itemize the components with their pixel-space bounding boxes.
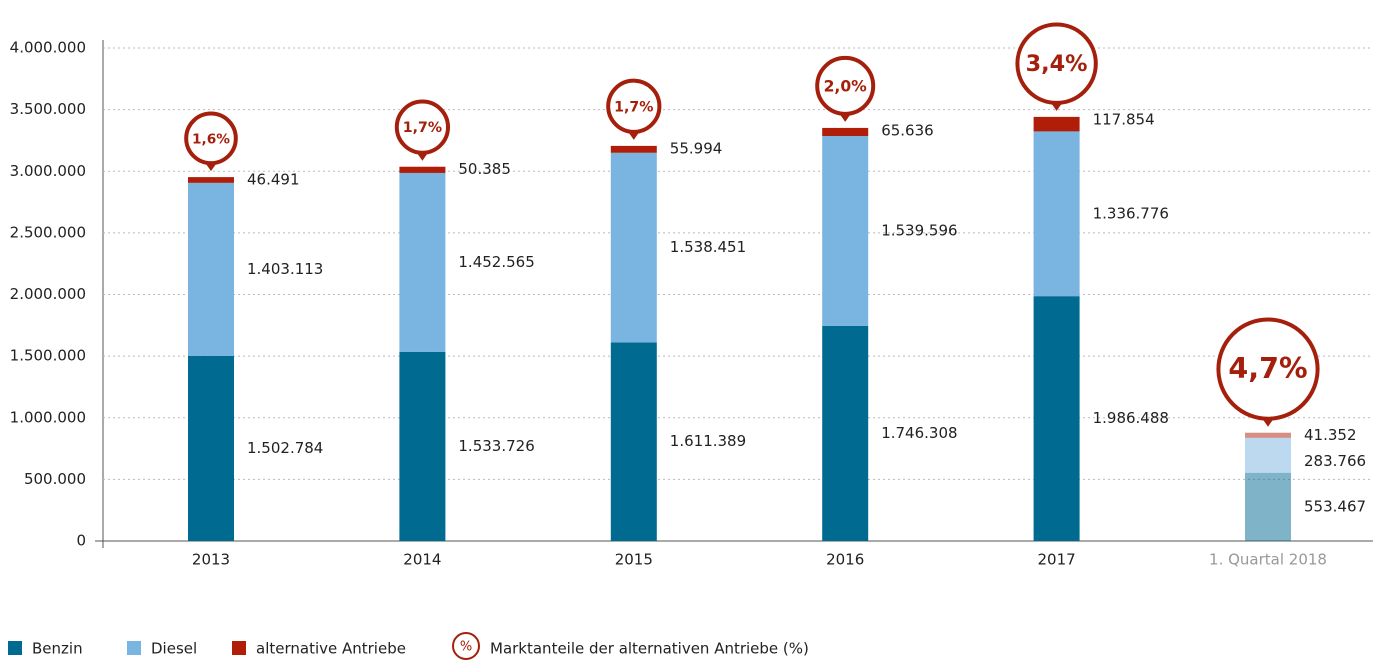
data-label: 41.352 xyxy=(1304,426,1357,444)
bar-segment xyxy=(1245,437,1291,473)
y-tick-label: 2.000.000 xyxy=(10,285,86,303)
x-tick-label: 2014 xyxy=(403,551,441,569)
market-share-bubble xyxy=(1015,22,1098,105)
bar-segment xyxy=(188,177,234,183)
data-label: 65.636 xyxy=(881,121,934,139)
market-share-bubble xyxy=(394,99,450,155)
data-label: 1.538.451 xyxy=(670,238,746,256)
data-label: 1.539.596 xyxy=(881,221,957,239)
data-label: 1.502.784 xyxy=(247,439,323,457)
data-label: 50.385 xyxy=(458,160,511,178)
market-share-bubble xyxy=(184,111,238,166)
legend-bubble xyxy=(452,632,480,660)
legend-label: alternative Antriebe xyxy=(256,640,406,658)
data-label: 46.491 xyxy=(247,171,300,189)
y-tick-label: 500.000 xyxy=(24,470,86,488)
data-label: 1.403.113 xyxy=(247,260,323,278)
bar-segment xyxy=(1033,116,1080,132)
bar-segment xyxy=(399,166,446,173)
bar-segment xyxy=(822,136,869,326)
data-label: 1.611.389 xyxy=(670,432,746,450)
bar-segment xyxy=(1245,432,1291,438)
legend-label: Benzin xyxy=(32,640,83,658)
data-label: 1.533.726 xyxy=(458,437,534,455)
x-tick-label: 2016 xyxy=(826,551,864,569)
legend-label: Marktanteile der alternativen Antriebe (… xyxy=(490,640,809,658)
y-tick-label: 2.500.000 xyxy=(10,223,86,241)
bar-segment xyxy=(610,152,657,343)
legend-swatch xyxy=(8,641,22,655)
y-tick-label: 0 xyxy=(76,532,86,550)
market-share-label: 1,7% xyxy=(403,120,442,136)
x-tick-label: 2017 xyxy=(1038,551,1076,569)
bar-segment xyxy=(822,325,869,541)
x-tick-label: 1. Quartal 2018 xyxy=(1209,551,1327,569)
data-label: 1.986.488 xyxy=(1093,409,1169,427)
bar-segment xyxy=(1245,472,1291,541)
legend-swatch xyxy=(232,641,246,655)
market-share-bubble xyxy=(606,78,662,134)
market-share-label: 2,0% xyxy=(824,77,868,95)
data-label: 117.854 xyxy=(1093,110,1155,128)
bar-segment xyxy=(610,342,657,541)
legend-bubble-symbol: % xyxy=(460,640,472,655)
bar-segment xyxy=(1033,131,1080,297)
data-label: 1.746.308 xyxy=(881,424,957,442)
y-tick-label: 3.000.000 xyxy=(10,162,86,180)
y-tick-label: 4.000.000 xyxy=(10,39,86,57)
x-tick-label: 2015 xyxy=(615,551,653,569)
data-label: 283.766 xyxy=(1304,452,1366,470)
legend-label: Diesel xyxy=(151,640,197,658)
bar-segment xyxy=(1033,296,1080,541)
bar-segment xyxy=(399,351,446,541)
data-label: 1.336.776 xyxy=(1093,204,1169,222)
legend-swatch xyxy=(127,641,141,655)
bar-segment xyxy=(822,127,869,137)
bar-segment xyxy=(188,355,234,541)
x-tick-label: 2013 xyxy=(192,551,230,569)
y-tick-label: 3.500.000 xyxy=(10,100,86,118)
bar-segment xyxy=(610,145,657,153)
bar-segment xyxy=(399,172,446,352)
data-label: 55.994 xyxy=(670,139,723,157)
data-label: 1.452.565 xyxy=(458,253,534,271)
bar-segment xyxy=(188,182,234,356)
market-share-label: 3,4% xyxy=(1026,51,1088,77)
data-label: 553.467 xyxy=(1304,497,1366,515)
market-share-bubble xyxy=(1216,317,1320,421)
y-tick-label: 1.500.000 xyxy=(10,347,86,365)
y-tick-label: 1.000.000 xyxy=(10,408,86,426)
market-share-label: 1,6% xyxy=(192,131,230,147)
market-share-label: 4,7% xyxy=(1228,351,1307,385)
market-share-label: 1,7% xyxy=(614,99,653,115)
market-share-bubble xyxy=(815,55,876,116)
